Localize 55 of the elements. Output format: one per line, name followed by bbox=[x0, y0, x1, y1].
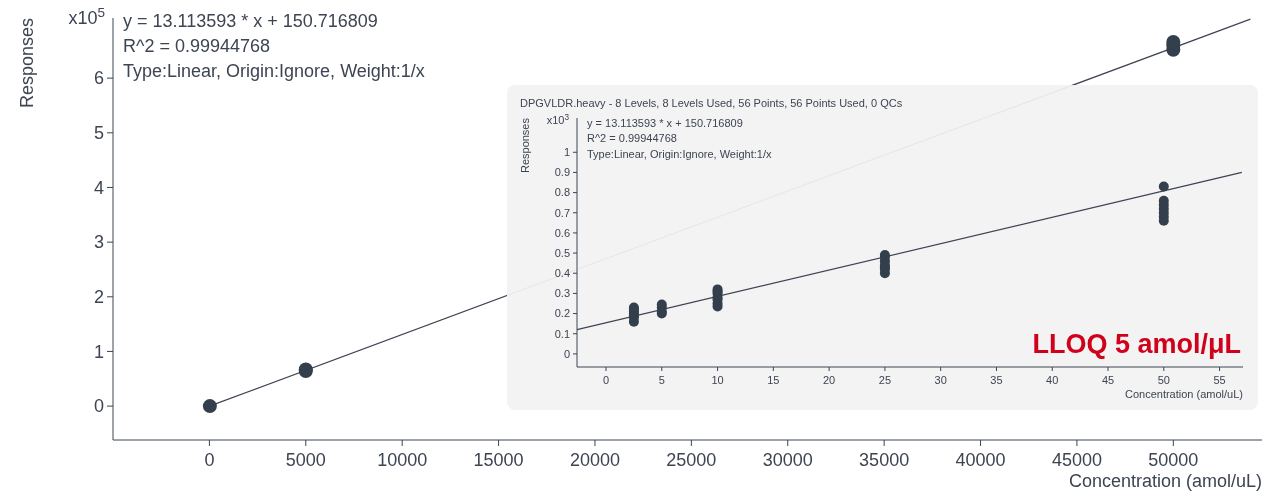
x-tick-label: 25000 bbox=[666, 450, 717, 470]
x-tick-label: 45000 bbox=[1051, 450, 1102, 470]
annotation: y = 13.113593 * x + 150.716809 bbox=[123, 11, 378, 31]
x-tick-label: 10 bbox=[711, 374, 724, 386]
chart-title: DPGVLDR.heavy - 8 Levels, 8 Levels Used, 56 Points, 56 Points Used, 0 QCs bbox=[520, 97, 903, 109]
y-tick-label: 0.1 bbox=[554, 327, 570, 340]
x-tick-label: 30 bbox=[934, 374, 947, 386]
x-tick-label: 20 bbox=[823, 374, 836, 386]
annotation: R^2 = 0.99944768 bbox=[123, 36, 271, 57]
x-tick-label: 15 bbox=[767, 374, 780, 386]
y-axis-title: Responses bbox=[519, 117, 531, 174]
x-tick-label: 10000 bbox=[377, 450, 428, 470]
x-axis-title: Concentration (amol/uL) bbox=[1124, 388, 1243, 400]
x-tick-label: 0 bbox=[204, 450, 215, 470]
y-tick-label: 0.2 bbox=[554, 307, 570, 320]
x-tick-label: 40000 bbox=[955, 450, 1006, 470]
x-tick-label: 35 bbox=[990, 374, 1003, 386]
y-axis-title: Responses bbox=[17, 18, 37, 109]
annotation: Type:Linear, Origin:Ignore, Weight:1/x bbox=[587, 147, 772, 160]
y-tick-label: 0 bbox=[93, 396, 104, 417]
annotation: LLOQ 5 amol/μL bbox=[1032, 329, 1241, 359]
annotation: Type:Linear, Origin:Ignore, Weight:1/x bbox=[123, 61, 425, 82]
x-tick-label: 30000 bbox=[762, 450, 813, 470]
x-tick-label: 5000 bbox=[285, 450, 326, 470]
y-tick-label: 2 bbox=[93, 287, 104, 308]
x-tick-label: 5 bbox=[658, 374, 665, 386]
y-tick-label: 0.7 bbox=[554, 206, 570, 219]
y-tick-label: 0.8 bbox=[554, 186, 570, 199]
x-tick-label: 0 bbox=[602, 374, 610, 386]
y-tick-label: 0.6 bbox=[554, 226, 570, 239]
y-tick-label: 5 bbox=[93, 123, 104, 144]
y-tick-label: 4 bbox=[93, 177, 104, 198]
y-tick-label: 0.9 bbox=[554, 166, 570, 179]
x-tick-label: 25 bbox=[878, 374, 892, 386]
y-tick-label: 6 bbox=[93, 68, 104, 89]
x-tick-label: 55 bbox=[1213, 374, 1226, 386]
y-tick-label: 1 bbox=[93, 341, 104, 362]
x-tick-label: 50 bbox=[1157, 374, 1170, 386]
y-tick-label: 0.5 bbox=[554, 246, 570, 259]
x-tick-label: 35000 bbox=[859, 450, 910, 470]
y-tick-label: 0.4 bbox=[554, 267, 570, 280]
x-tick-label: 40 bbox=[1046, 374, 1059, 386]
y-tick-label: 0.3 bbox=[554, 287, 570, 300]
x-tick-label: 20000 bbox=[569, 450, 620, 470]
annotation: y = 13.113593 * x + 150.716809 bbox=[587, 117, 743, 129]
text: x10$^{5}$ bbox=[68, 4, 105, 28]
y-tick-label: 1 bbox=[563, 146, 570, 159]
x-tick-label: 50000 bbox=[1148, 450, 1199, 470]
y-tick-label: 3 bbox=[93, 232, 104, 253]
annotation: x10$^{3}$ bbox=[546, 112, 570, 126]
x-tick-label: 15000 bbox=[473, 450, 524, 470]
x-tick-label: 45 bbox=[1101, 374, 1115, 386]
annotation: R^2 = 0.99944768 bbox=[587, 132, 677, 145]
x-axis-title: Concentration (amol/uL) bbox=[1068, 471, 1262, 491]
y-tick-label: 0 bbox=[563, 347, 570, 360]
